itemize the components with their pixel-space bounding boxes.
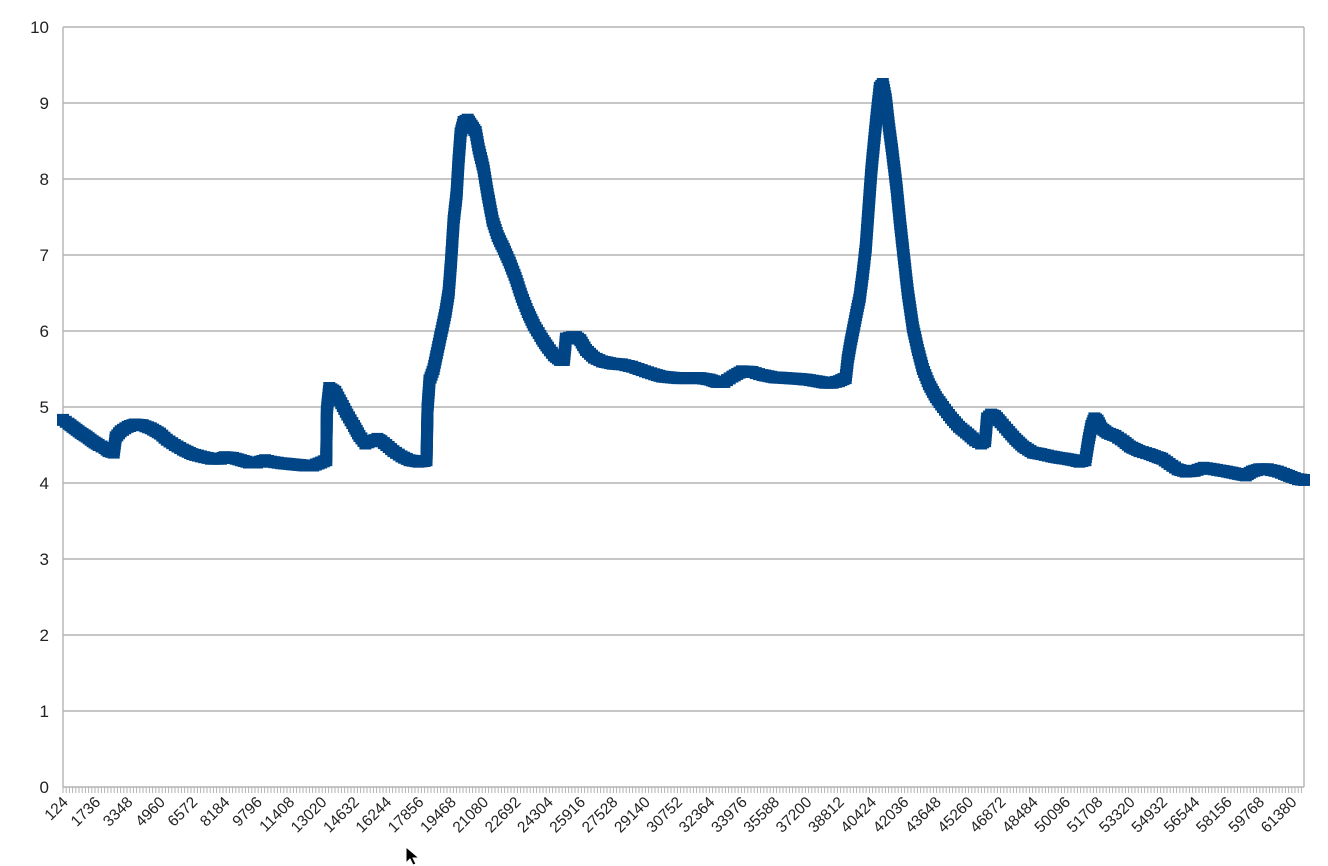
x-tick-label: 22692 bbox=[482, 794, 525, 837]
y-tick-label: 3 bbox=[40, 550, 49, 569]
x-tick-label: 3348 bbox=[100, 794, 136, 830]
x-tick-label: 6572 bbox=[165, 794, 201, 830]
x-tick-label: 29140 bbox=[611, 794, 654, 837]
x-tick-label: 40424 bbox=[838, 794, 881, 837]
x-tick-label: 13020 bbox=[288, 794, 331, 837]
x-tick-label: 19468 bbox=[417, 794, 460, 837]
x-tick-label: 43648 bbox=[902, 794, 945, 837]
x-tick-label: 32364 bbox=[676, 794, 719, 837]
y-tick-labels: 0 1 2 3 4 5 6 7 8 9 10 bbox=[30, 18, 49, 797]
x-tick-label: 38812 bbox=[805, 794, 848, 837]
y-tick-label: 7 bbox=[40, 246, 49, 265]
x-tick-label: 53320 bbox=[1096, 794, 1139, 837]
x-tick-label: 42036 bbox=[870, 794, 913, 837]
x-tick-label: 58156 bbox=[1193, 794, 1236, 837]
x-tick-label: 8184 bbox=[197, 794, 234, 831]
y-tick-label: 8 bbox=[40, 170, 49, 189]
x-tick-label: 25916 bbox=[547, 794, 590, 837]
y-tick-label: 9 bbox=[40, 94, 49, 113]
x-tick-label: 33976 bbox=[708, 794, 751, 837]
y-tick-label: 10 bbox=[30, 18, 49, 37]
x-tick-label: 24304 bbox=[514, 794, 557, 837]
y-tick-label: 0 bbox=[40, 778, 49, 797]
y-tick-label: 5 bbox=[40, 398, 49, 417]
y-tick-label: 2 bbox=[40, 626, 49, 645]
x-tick-label: 4960 bbox=[132, 794, 169, 831]
x-tick-label: 124 bbox=[42, 794, 73, 825]
x-tick-label: 27528 bbox=[579, 794, 622, 837]
x-tick-label: 45260 bbox=[935, 794, 978, 837]
mouse-cursor-icon bbox=[405, 846, 421, 866]
x-tick-labels: 1241736334849606572818497961140813020146… bbox=[42, 794, 1301, 837]
y-tick-label: 4 bbox=[40, 474, 49, 493]
x-tick-label: 59768 bbox=[1226, 794, 1269, 837]
x-tick-label: 35588 bbox=[741, 794, 784, 837]
x-tick-label: 1736 bbox=[68, 794, 104, 830]
y-tick-label: 6 bbox=[40, 322, 49, 341]
x-tick-label: 37200 bbox=[773, 794, 816, 837]
x-tick-label: 54932 bbox=[1129, 794, 1172, 837]
y-tick-label: 1 bbox=[40, 702, 49, 721]
x-tick-label: 16244 bbox=[353, 794, 396, 837]
gridlines bbox=[62, 26, 1305, 788]
x-tick-label: 46872 bbox=[967, 794, 1010, 837]
x-tick-label: 21080 bbox=[450, 794, 493, 837]
x-tick-label: 50096 bbox=[1032, 794, 1075, 837]
data-series bbox=[57, 78, 1310, 486]
x-tick-label: 61380 bbox=[1258, 794, 1301, 837]
x-tick-label: 30752 bbox=[644, 794, 687, 837]
x-tick-label: 48484 bbox=[999, 794, 1042, 837]
x-tick-label: 14632 bbox=[320, 794, 363, 837]
x-minor-ticks bbox=[62, 787, 1302, 793]
x-tick-label: 51708 bbox=[1064, 794, 1107, 837]
x-tick-label: 56544 bbox=[1161, 794, 1204, 837]
series-line bbox=[61, 82, 1305, 482]
data-point-marker bbox=[1298, 473, 1310, 486]
x-tick-label: 17856 bbox=[385, 794, 428, 837]
